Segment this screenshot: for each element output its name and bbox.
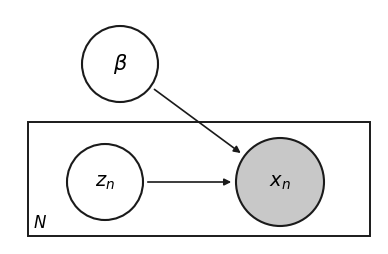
Bar — [28, 122, 370, 236]
Text: $z_n$: $z_n$ — [95, 172, 115, 192]
Text: $\beta$: $\beta$ — [113, 52, 127, 76]
Text: $N$: $N$ — [33, 214, 47, 232]
Circle shape — [67, 144, 143, 220]
Circle shape — [236, 138, 324, 226]
Text: $x_n$: $x_n$ — [269, 172, 291, 192]
Circle shape — [82, 26, 158, 102]
